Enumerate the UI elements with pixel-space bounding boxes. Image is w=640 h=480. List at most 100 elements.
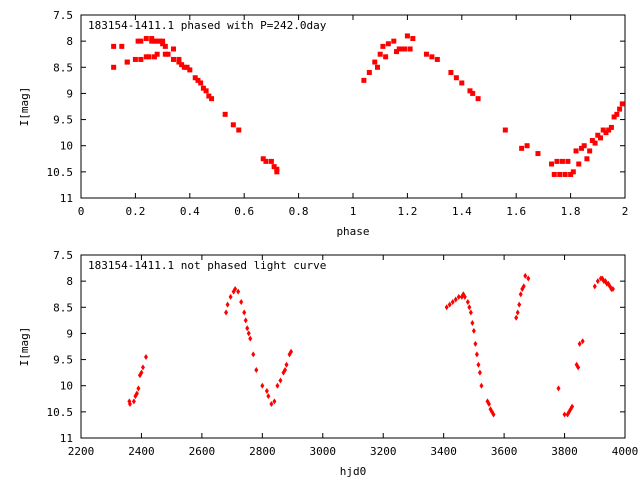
data-point <box>383 54 389 60</box>
data-point <box>471 327 476 334</box>
data-point <box>462 293 467 300</box>
data-point <box>184 64 190 70</box>
data-point <box>617 106 623 112</box>
data-point <box>160 41 166 47</box>
data-point <box>385 41 391 47</box>
data-point <box>611 114 617 120</box>
data-point <box>565 158 571 164</box>
data-point <box>600 127 606 133</box>
data-point <box>549 161 555 167</box>
data-point <box>456 293 461 300</box>
y-tick-label: 9.5 <box>53 114 73 127</box>
data-point <box>474 351 479 358</box>
data-point <box>394 49 400 55</box>
x-tick-label: 1.4 <box>452 205 472 218</box>
x-tick-label: 3000 <box>310 445 337 458</box>
data-point <box>236 127 242 133</box>
data-point <box>434 56 440 62</box>
data-point <box>260 156 266 162</box>
data-point <box>139 369 144 376</box>
data-point <box>124 59 130 65</box>
data-point <box>459 80 465 86</box>
x-tick-label: 1.2 <box>397 205 417 218</box>
data-point <box>610 285 615 292</box>
data-point <box>524 143 530 149</box>
y-tick-label: 8.5 <box>53 61 73 74</box>
data-point <box>468 309 473 316</box>
data-point <box>619 101 625 107</box>
data-point <box>465 299 470 306</box>
y-axis-label: I[mag] <box>18 327 31 367</box>
y-tick-label: 9.5 <box>53 354 73 367</box>
data-point <box>225 301 230 308</box>
data-point <box>429 54 435 60</box>
data-point <box>119 43 125 49</box>
phased-light-curve-chart: 0 0.2 0.4 0.6 0.8 1 1.2 1.4 1.6 1.8 2 7.5 8 8.5 9 9.5 10… <box>18 9 628 238</box>
y-tick-label: 10 <box>60 140 73 153</box>
data-point <box>404 33 410 39</box>
data-point <box>614 111 620 117</box>
data-point <box>170 46 176 52</box>
data-point <box>589 137 595 143</box>
data-point <box>450 299 455 306</box>
y-tick-label: 8 <box>66 35 73 48</box>
data-point <box>581 143 587 149</box>
data-point <box>453 296 458 303</box>
data-point <box>523 272 528 279</box>
data-point <box>206 93 212 99</box>
x-tick-label: 2200 <box>68 445 95 458</box>
data-point <box>380 43 386 49</box>
data-point <box>448 70 454 76</box>
data-point <box>179 62 185 68</box>
data-point <box>176 59 182 65</box>
data-point <box>570 403 575 410</box>
data-point <box>576 364 581 371</box>
data-point <box>592 283 597 290</box>
data-point <box>209 96 215 102</box>
y-axis-label: I[mag] <box>18 87 31 127</box>
x-tick-label: 1.8 <box>561 205 581 218</box>
data-point <box>402 46 408 52</box>
x-tick-label: 0 <box>78 205 85 218</box>
chart-title: 183154-1411.1 phased with P=242.0day <box>88 19 327 32</box>
data-point <box>242 309 247 316</box>
data-point <box>568 171 574 177</box>
data-point <box>453 75 459 81</box>
data-point <box>576 161 582 167</box>
data-point <box>143 54 149 60</box>
data-point <box>391 38 397 44</box>
data-point <box>160 38 166 44</box>
data-point <box>149 36 155 42</box>
data-point <box>399 46 405 52</box>
data-point <box>230 122 236 128</box>
data-point <box>608 124 614 130</box>
y-tick-label: 10 <box>60 380 73 393</box>
data-point <box>595 132 601 138</box>
data-point <box>514 314 519 321</box>
data-point <box>181 64 187 70</box>
data-point <box>289 348 294 355</box>
data-point <box>470 90 476 96</box>
data-point <box>517 301 522 308</box>
data-point <box>111 43 117 49</box>
data-point <box>146 54 152 60</box>
data-point <box>475 96 481 102</box>
x-tick-label: 2600 <box>189 445 216 458</box>
data-point <box>157 38 163 44</box>
x-tick-label: 1 <box>350 205 357 218</box>
y-tick-label: 9 <box>66 87 73 100</box>
data-point <box>487 401 491 408</box>
data-point <box>592 140 598 146</box>
y-tick-label: 10.5 <box>47 406 74 419</box>
data-point <box>557 171 563 177</box>
data-point <box>577 340 582 347</box>
data-point <box>266 393 271 400</box>
y-tick-label: 11 <box>60 432 73 445</box>
data-point <box>151 54 157 60</box>
data-point <box>269 401 274 408</box>
y-tick-label: 8.5 <box>53 301 73 314</box>
plot-frame <box>80 254 626 439</box>
x-tick-label: 2400 <box>128 445 155 458</box>
data-point <box>254 367 259 374</box>
data-point <box>268 158 274 164</box>
